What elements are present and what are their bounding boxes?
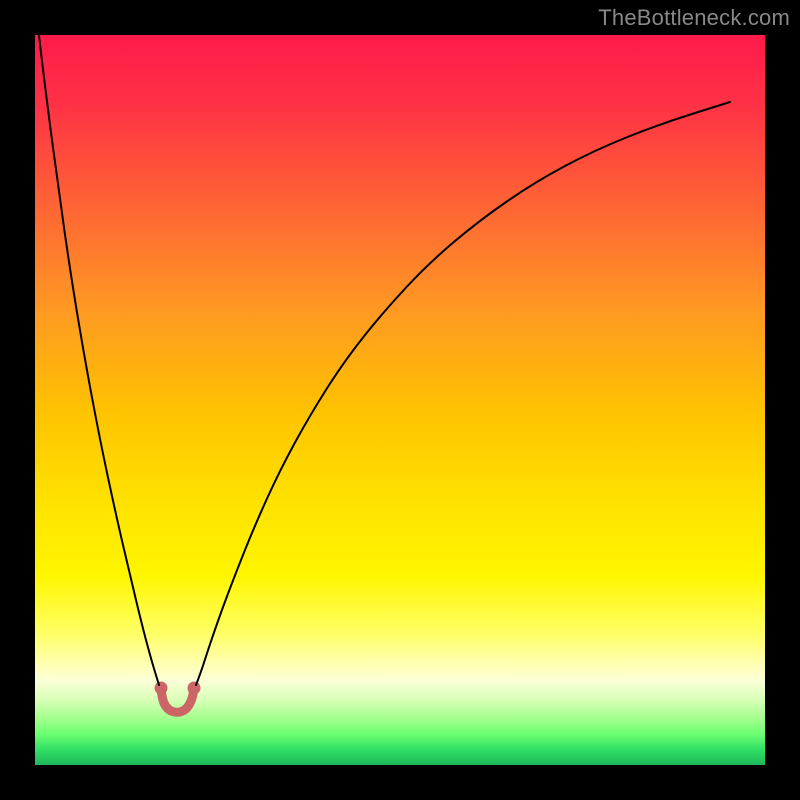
plot-area [35,35,765,765]
trough-dot-left [155,682,168,695]
gradient-background [35,35,765,765]
watermark-text: TheBottleneck.com [598,5,790,31]
outer-frame: TheBottleneck.com [0,0,800,800]
trough-dot-right [188,682,201,695]
chart-svg [35,35,765,765]
